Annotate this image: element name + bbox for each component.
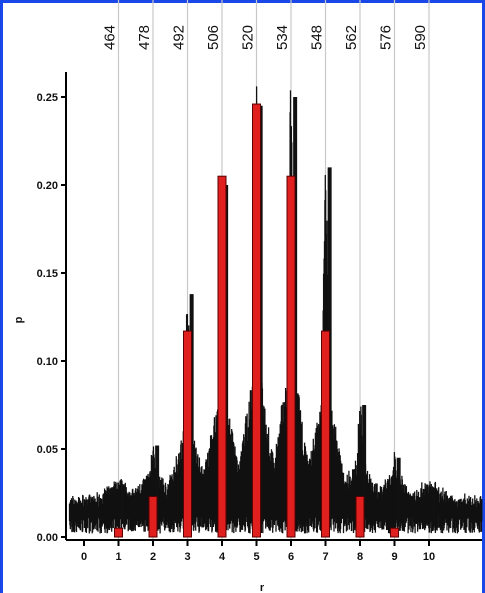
x-tick-label: 3 <box>184 551 190 563</box>
top-axis-label: 492 <box>171 25 188 50</box>
y-tick-label: 0.15 <box>37 268 58 280</box>
y-axis-title: p <box>13 316 25 323</box>
top-axis-label: 562 <box>343 25 360 50</box>
x-tick-label: 9 <box>391 551 397 563</box>
x-tick-label: 2 <box>150 551 156 563</box>
top-axis-gridlines <box>117 0 430 540</box>
y-tick-label: 0.00 <box>37 532 58 544</box>
top-axis-label: 506 <box>205 25 222 50</box>
axis-labels: 464 478 492 506 520 534 548 562 576 5900.000.050.… <box>13 25 435 593</box>
top-axis-label: 520 <box>240 25 257 50</box>
x-tick-label: 8 <box>357 551 363 563</box>
bar-series <box>114 103 399 538</box>
y-tick-label: 0.20 <box>37 180 58 192</box>
bar <box>252 103 261 538</box>
x-tick-label: 5 <box>253 551 259 563</box>
top-axis-label: 534 <box>274 25 291 50</box>
x-tick-label: 0 <box>81 551 87 563</box>
y-tick-label: 0.05 <box>37 444 58 456</box>
top-axis-label: 576 <box>378 25 395 50</box>
bar <box>286 175 296 538</box>
y-tick-label: 0.10 <box>37 356 58 368</box>
bar <box>114 527 123 538</box>
spectrum-series <box>68 86 483 534</box>
x-tick-label: 7 <box>322 551 328 563</box>
top-axis-label: 548 <box>309 25 326 50</box>
axes <box>61 72 482 546</box>
x-tick-label: 1 <box>115 551 121 563</box>
x-tick-label: 10 <box>423 551 435 563</box>
bar <box>321 330 330 538</box>
bar <box>355 496 365 538</box>
x-tick-label: 4 <box>219 551 226 563</box>
bar <box>183 330 192 538</box>
y-tick-label: 0.25 <box>37 92 58 104</box>
top-axis-label: 478 <box>136 25 153 50</box>
x-axis-title: r <box>260 582 265 593</box>
bar <box>217 175 227 538</box>
top-axis-label: 464 <box>102 25 119 50</box>
top-axis-label: 590 <box>412 25 429 50</box>
x-tick-label: 6 <box>288 551 294 563</box>
bar <box>390 527 399 538</box>
bar <box>148 496 158 538</box>
